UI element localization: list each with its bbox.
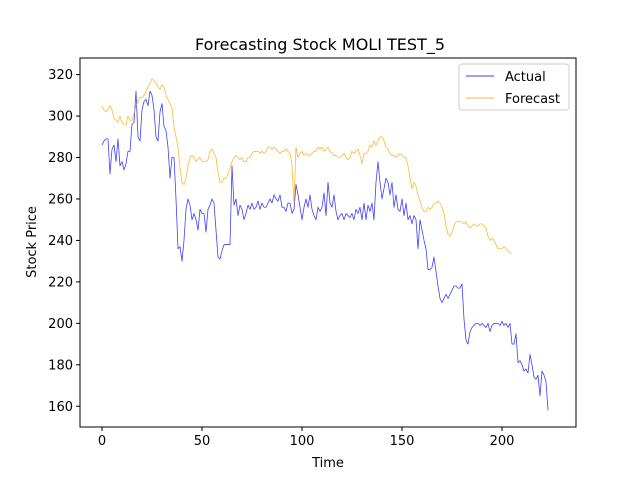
y-tick-label: 160 — [48, 400, 73, 415]
y-tick-label: 300 — [48, 110, 73, 125]
plot-area: 0 50 100 150 200 160 180 200 220 240 260 280 300 320 — [48, 57, 577, 449]
x-tick-label: 200 — [490, 434, 515, 449]
y-tick-label: 280 — [48, 151, 73, 166]
x-tick-label: 0 — [98, 434, 106, 449]
y-tick-label: 200 — [48, 317, 73, 332]
legend: Actual Forecast — [458, 63, 570, 111]
x-axis-label: Time — [311, 456, 344, 471]
legend-label-forecast: Forecast — [505, 92, 560, 107]
x-tick-label: 100 — [290, 434, 315, 449]
y-tick-label: 220 — [48, 275, 73, 290]
series-line-actual — [101, 90, 549, 411]
y-axis: 160 180 200 220 240 260 280 300 320 — [48, 68, 80, 415]
chart-title: Forecasting Stock MOLI TEST_5 — [195, 35, 445, 55]
y-tick-label: 320 — [48, 68, 73, 83]
y-tick-label: 240 — [48, 234, 73, 249]
y-axis-label: Stock Price — [25, 206, 40, 278]
y-tick-label: 180 — [48, 358, 73, 373]
x-axis: 0 50 100 150 200 — [98, 427, 515, 449]
x-tick-label: 150 — [390, 434, 415, 449]
y-tick-label: 260 — [48, 192, 73, 207]
x-tick-label: 50 — [194, 434, 211, 449]
legend-label-actual: Actual — [505, 70, 546, 85]
plot-frame — [79, 57, 577, 428]
series-line-forecast — [101, 78, 512, 254]
series-layer — [101, 78, 549, 411]
